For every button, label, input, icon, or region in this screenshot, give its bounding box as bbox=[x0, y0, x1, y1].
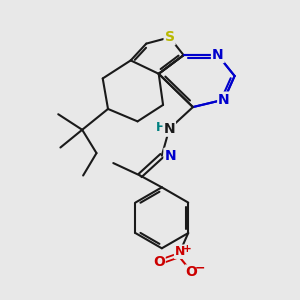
Text: S: S bbox=[165, 30, 175, 44]
Text: H: H bbox=[156, 121, 166, 134]
Text: O: O bbox=[153, 255, 165, 269]
Text: N: N bbox=[164, 122, 175, 136]
Text: N: N bbox=[175, 245, 185, 258]
Text: +: + bbox=[183, 244, 192, 254]
Text: N: N bbox=[218, 93, 230, 106]
Text: O: O bbox=[185, 265, 197, 279]
Text: N: N bbox=[164, 148, 176, 163]
Text: −: − bbox=[195, 261, 205, 274]
Text: N: N bbox=[212, 48, 224, 62]
